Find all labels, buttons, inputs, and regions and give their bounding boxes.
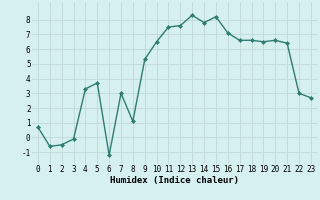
X-axis label: Humidex (Indice chaleur): Humidex (Indice chaleur) [110, 176, 239, 185]
